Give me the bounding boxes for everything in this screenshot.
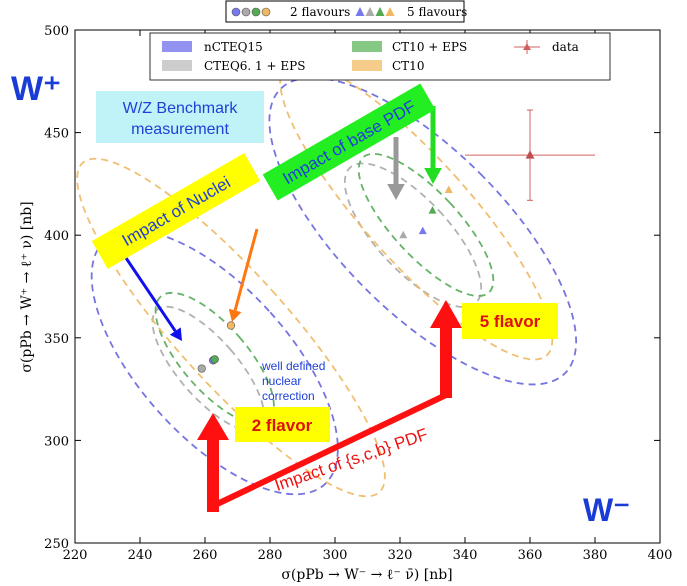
x-tick-label: 360 bbox=[518, 548, 543, 563]
x-tick-label: 340 bbox=[453, 548, 478, 563]
x-tick-label: 220 bbox=[63, 548, 88, 563]
top-legend-circle bbox=[261, 7, 271, 17]
top-legend-circle bbox=[231, 7, 241, 17]
ellipse-ct10-eps-2f bbox=[154, 291, 275, 425]
legend-label-data: data bbox=[552, 40, 579, 54]
y-axis-label: σ(pPb → W⁺ → ℓ⁺ ν) [nb] bbox=[19, 201, 35, 372]
y-tick-label: 450 bbox=[44, 127, 69, 142]
top-legend-circle bbox=[241, 7, 251, 17]
top-legend-markers bbox=[231, 7, 395, 17]
top-legend: 2 flavours 5 flavours bbox=[225, 0, 467, 23]
annotation-shapes bbox=[120, 106, 462, 512]
data-marker bbox=[525, 150, 535, 159]
ellipse-cteq6-1-eps-5f bbox=[343, 162, 483, 308]
legend-label-cteq61-eps: CTEQ6. 1 + EPS bbox=[204, 59, 305, 73]
nuclei-arrow-blue-head bbox=[169, 327, 182, 341]
ellipse-ct10-eps-5f bbox=[357, 152, 495, 297]
point-ncteq15-5f bbox=[418, 226, 427, 235]
legend-data-marker bbox=[523, 43, 531, 50]
top-legend-circle bbox=[251, 7, 261, 17]
two-flavor-label: 2 flavor bbox=[252, 416, 313, 435]
base-pdf-arrow-green-head bbox=[424, 168, 442, 184]
top-legend-triangle bbox=[375, 7, 385, 16]
y-tick-label: 400 bbox=[44, 229, 69, 244]
point-ct10-eps-5f bbox=[428, 206, 437, 214]
benchmark-line-2: measurement bbox=[131, 121, 229, 138]
ellipse-ct10-5f bbox=[279, 60, 554, 361]
nuclei-arrow-orange-shaft bbox=[233, 228, 259, 311]
benchmark-box bbox=[96, 91, 264, 143]
legend-frame bbox=[149, 32, 611, 81]
x-tick-label: 280 bbox=[258, 548, 283, 563]
w-minus-label: W⁻ bbox=[583, 492, 630, 528]
legend: nCTEQ15 CTEQ6. 1 + EPS CT10 + EPS CT10 d… bbox=[149, 32, 611, 81]
legend-swatch-ct10 bbox=[352, 60, 382, 71]
top-legend-triangle bbox=[385, 7, 395, 16]
scb-red-diagonal bbox=[211, 392, 448, 509]
nuclei-arrow-blue-shaft bbox=[120, 251, 177, 332]
five-flavor-label: 5 flavor bbox=[480, 312, 541, 331]
well-defined-line-3: correction bbox=[262, 389, 315, 403]
x-tick-label: 260 bbox=[193, 548, 218, 563]
legend-swatch-ncteq15 bbox=[162, 41, 192, 52]
point-ct10-eps-2f bbox=[210, 355, 219, 364]
base-pdf-arrow-grey-head bbox=[387, 184, 405, 200]
y-tick-label: 300 bbox=[44, 434, 69, 449]
point-cteq6-1-eps-5f bbox=[399, 230, 408, 239]
nuclei-box bbox=[91, 153, 261, 269]
benchmark-line-1: W/Z Benchmark bbox=[123, 100, 239, 117]
legend-label-ct10-eps: CT10 + EPS bbox=[392, 40, 467, 54]
w-plus-label: W⁺ bbox=[11, 70, 61, 108]
point-cteq6-1-eps-2f bbox=[197, 364, 206, 373]
well-defined-line-1: well defined bbox=[261, 359, 325, 373]
top-legend-triangle bbox=[365, 7, 375, 16]
top-legend-label-5: 5 flavours bbox=[407, 5, 467, 19]
y-tick-label: 250 bbox=[44, 537, 69, 552]
axis-ticks: 220 240 260 280 300 320 340 360 380 400 250 300 350 4… bbox=[44, 24, 672, 563]
top-legend-frame bbox=[225, 0, 465, 23]
top-legend-triangle bbox=[355, 7, 365, 16]
legend-label-ncteq15: nCTEQ15 bbox=[204, 40, 263, 54]
two-flavor-red-arrow bbox=[197, 413, 229, 512]
legend-label-ct10: CT10 bbox=[392, 59, 424, 73]
top-legend-label-2: 2 flavours bbox=[290, 5, 350, 19]
legend-swatch-cteq61-eps bbox=[162, 60, 192, 71]
ellipse-ct10-2f bbox=[76, 157, 386, 498]
legend-swatch-ct10-eps bbox=[352, 41, 382, 52]
y-tick-label: 350 bbox=[44, 332, 69, 347]
confidence-ellipses bbox=[76, 60, 578, 498]
data-point bbox=[465, 109, 595, 201]
y-tick-label: 500 bbox=[44, 24, 69, 39]
point-ct10-2f bbox=[226, 321, 236, 330]
two-flavor-box bbox=[235, 407, 330, 442]
five-flavor-box bbox=[462, 303, 558, 339]
x-tick-label: 240 bbox=[128, 548, 153, 563]
base-pdf-box bbox=[262, 83, 436, 201]
x-tick-label: 300 bbox=[323, 548, 348, 563]
x-tick-label: 320 bbox=[388, 548, 413, 563]
ellipse-ncteq15-5f bbox=[268, 76, 578, 386]
x-tick-label: 380 bbox=[583, 548, 608, 563]
well-defined-line-2: nuclear bbox=[262, 374, 301, 388]
five-flavor-red-arrow bbox=[430, 300, 462, 398]
central-values bbox=[197, 185, 453, 373]
x-axis-label: σ(pPb → W⁻ → ℓ⁻ ν̄) [nb] bbox=[281, 567, 452, 583]
nuclei-arrow-orange-head bbox=[228, 308, 242, 322]
x-tick-label: 400 bbox=[648, 548, 673, 563]
point-ct10-5f bbox=[444, 185, 453, 194]
